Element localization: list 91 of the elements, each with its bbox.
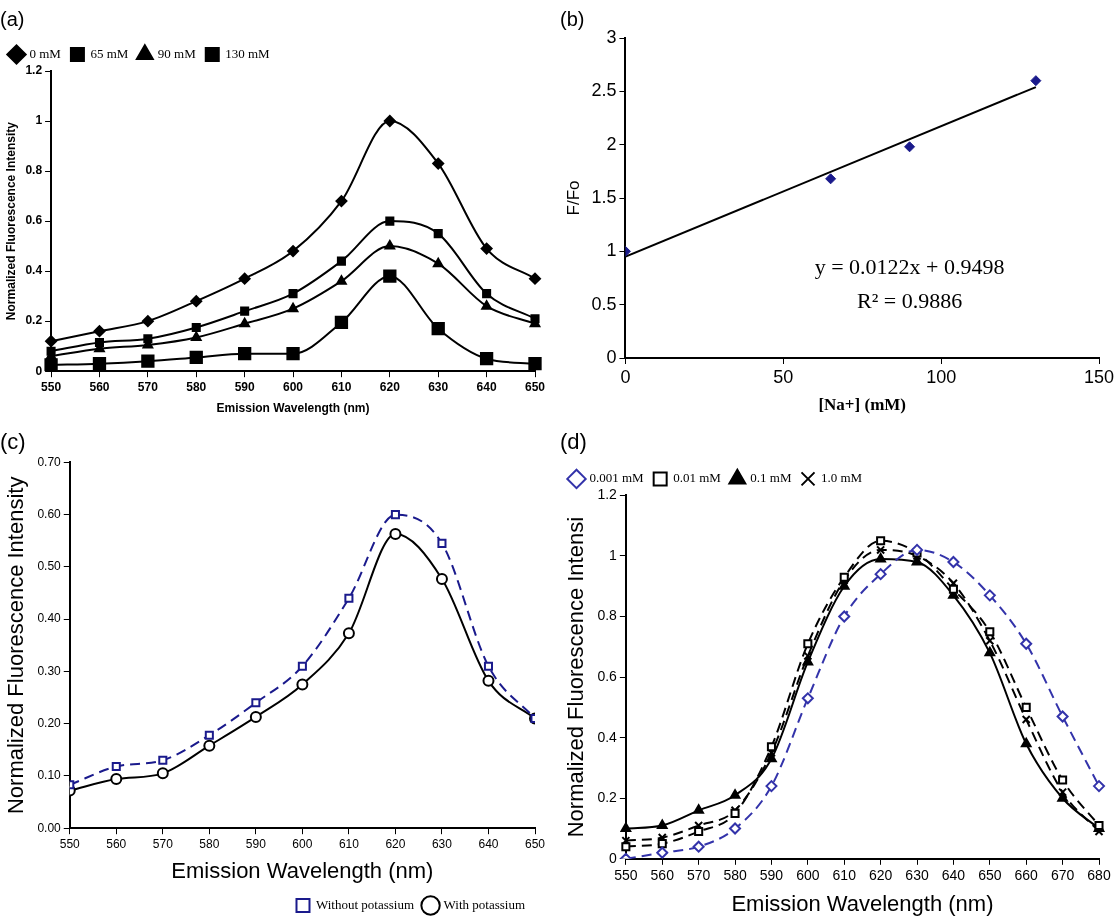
y-axis-title: F/Fo: [563, 180, 583, 216]
x-axis-title: Emission Wavelength (nm): [216, 401, 370, 416]
x-tick-label: 610: [338, 836, 360, 851]
x-tick-label: 550: [41, 379, 62, 394]
chart-title: (d): [560, 429, 587, 455]
x-tick-label: 50: [773, 366, 794, 387]
chart-title: (b): [560, 7, 585, 30]
x-tick-label: 670: [1050, 867, 1075, 884]
y-tick-label: 0.20: [37, 716, 62, 730]
legend-label: 130 mM: [225, 45, 271, 61]
x-tick-label: 650: [524, 836, 546, 851]
x-axis-title: [Na+] (mM): [818, 395, 906, 415]
chart-title: (c): [0, 429, 26, 455]
y-tick-label: 0.4: [25, 263, 43, 278]
annotation: R² = 0.9886: [856, 288, 963, 314]
y-axis-title: Normalized Fluorescence Intensi: [563, 516, 589, 838]
y-axis-title: Normalized Fluorescence Intensity: [3, 121, 18, 321]
x-tick-label: 630: [431, 836, 453, 851]
x-tick-label: 580: [186, 379, 207, 394]
legend-label: With potassium: [443, 896, 526, 912]
x-tick-label: 590: [234, 379, 255, 394]
x-tick-label: 560: [106, 836, 127, 851]
legend-label: 0.01 mM: [673, 470, 722, 486]
y-tick-label: 0.2: [25, 313, 43, 328]
legend-label: 0.1 mM: [750, 470, 792, 486]
x-tick-label: 600: [796, 867, 820, 884]
x-tick-label: 610: [832, 867, 857, 884]
y-tick-label: 0.00: [37, 820, 62, 835]
x-axis-title: Emission Wavelength (nm): [171, 857, 434, 883]
y-tick-label: 2: [606, 133, 617, 154]
y-tick-label: 3: [606, 26, 617, 47]
x-tick-label: 650: [524, 379, 546, 394]
x-tick-label: 680: [1087, 867, 1111, 884]
y-tick-label: 0.8: [25, 163, 43, 178]
x-tick-label: 580: [199, 836, 220, 851]
x-tick-label: 550: [59, 836, 81, 851]
y-tick-label: 0.10: [37, 768, 62, 783]
legend-label: 0 mM: [29, 45, 62, 61]
x-tick-label: 620: [385, 836, 406, 851]
y-tick-label: 0.6: [25, 213, 43, 228]
x-axis-title: Emission Wavelength (nm): [731, 890, 994, 916]
x-tick-label: 590: [759, 867, 784, 884]
x-tick-label: 630: [428, 379, 449, 394]
x-tick-label: 560: [89, 379, 110, 394]
x-tick-label: 570: [686, 867, 711, 884]
y-tick-label: 0.70: [37, 454, 62, 469]
x-tick-label: 610: [331, 379, 352, 394]
y-tick-label: 0.30: [37, 663, 62, 678]
y-tick-label: 1.2: [597, 486, 618, 503]
y-tick-label: 1: [35, 113, 43, 128]
x-tick-label: 150: [1083, 366, 1115, 387]
y-tick-label: 2.5: [591, 80, 617, 101]
legend-label: 1.0 mM: [821, 470, 863, 486]
y-tick-label: 0.6: [597, 667, 618, 684]
x-tick-label: 580: [723, 867, 747, 884]
x-tick-label: 570: [137, 379, 159, 394]
y-tick-label: 0.60: [37, 506, 62, 521]
x-tick-label: 640: [476, 379, 497, 394]
y-tick-label: 1: [609, 546, 618, 563]
y-tick-label: 0.4: [597, 728, 618, 745]
y-axis-title: Normalized Fluorescence Intensity: [3, 476, 29, 815]
x-tick-label: 590: [245, 836, 267, 851]
y-tick-label: 1.5: [591, 186, 617, 207]
legend-label: 0.001 mM: [589, 470, 645, 486]
annotation: y = 0.0122x + 0.9498: [814, 254, 1005, 280]
x-tick-label: 620: [379, 379, 401, 394]
y-tick-label: 0.50: [37, 559, 62, 574]
y-tick-label: 1.2: [25, 63, 43, 78]
chart-title: (a): [0, 7, 25, 30]
x-tick-label: 560: [650, 867, 675, 884]
x-tick-label: 600: [283, 379, 304, 394]
legend-label: Without potassium: [315, 896, 415, 912]
legend-label: 90 mM: [157, 45, 197, 61]
y-tick-label: 0.2: [597, 789, 618, 806]
y-tick-label: 0.8: [597, 607, 618, 624]
x-tick-label: 630: [905, 867, 929, 884]
y-tick-label: 1: [606, 240, 617, 261]
x-tick-label: 570: [152, 836, 174, 851]
x-tick-label: 640: [941, 867, 966, 884]
x-tick-label: 100: [926, 366, 957, 387]
x-tick-label: 660: [1014, 867, 1039, 884]
x-tick-label: 650: [978, 867, 1002, 884]
x-tick-label: 600: [292, 836, 313, 851]
x-tick-label: 640: [478, 836, 499, 851]
x-tick-label: 620: [868, 867, 893, 884]
y-tick-label: 0.5: [591, 293, 617, 314]
y-tick-label: 0.40: [37, 611, 62, 626]
legend-label: 65 mM: [90, 45, 129, 61]
y-tick-label: 0: [606, 346, 617, 367]
x-tick-label: 550: [614, 867, 638, 884]
y-tick-label: 0: [609, 849, 618, 866]
